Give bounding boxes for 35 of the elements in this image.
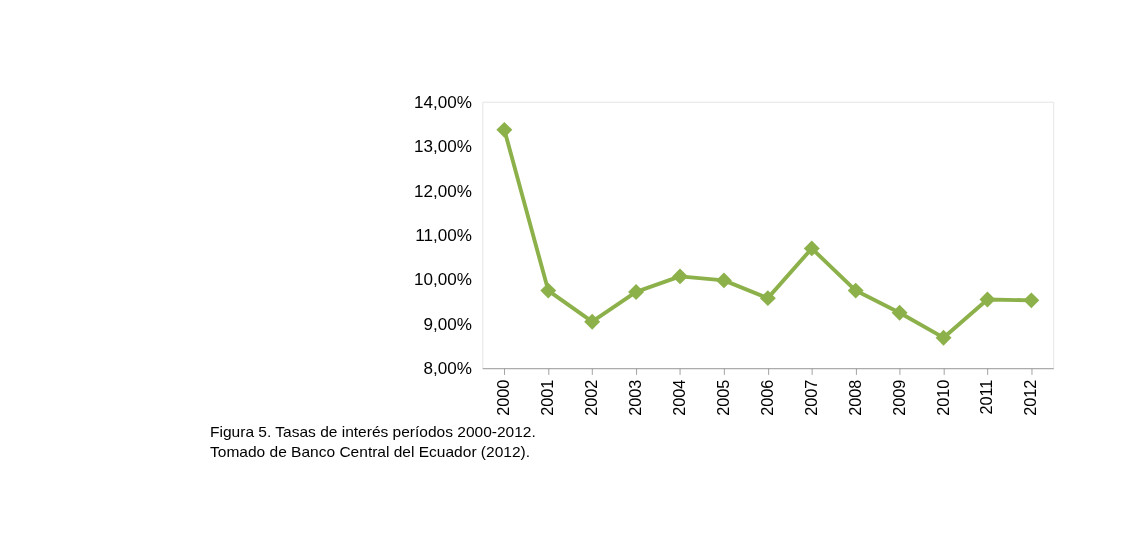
y-tick-label: 12,00%: [413, 181, 472, 201]
x-tick-label: 2010: [933, 379, 952, 416]
x-tick-label: 2012: [1021, 379, 1040, 416]
x-tick-label: 2000: [494, 379, 513, 416]
y-tick-label: 13,00%: [413, 137, 472, 157]
y-tick-label: 9,00%: [423, 314, 472, 334]
point: [979, 291, 996, 308]
x-tick-label: 2007: [801, 379, 820, 416]
text: Tomado de Banco Central del Ecuador (2012).: [210, 443, 531, 461]
x-tick-label: 2003: [626, 379, 645, 416]
point: [584, 313, 601, 330]
x-tick-label: 2005: [713, 379, 732, 416]
text: Figura 5. Tasas de interés períodos 2000-2012.: [210, 423, 536, 441]
point: [847, 282, 864, 299]
point: [935, 329, 952, 346]
x-tick-label: 2001: [538, 379, 557, 416]
point: [891, 304, 908, 321]
point: [803, 240, 820, 257]
x-tick-label: 2004: [670, 379, 689, 416]
point: [1023, 292, 1040, 309]
y-tick-label: 14,00%: [413, 92, 472, 112]
point: [496, 121, 513, 138]
y-tick-label: 8,00%: [423, 359, 472, 379]
x-tick-label: 2009: [889, 379, 908, 416]
y-tick-label: 10,00%: [413, 270, 472, 290]
x-tick-label: 2008: [845, 379, 864, 416]
y-tick-label: 11,00%: [415, 225, 472, 245]
point: [759, 290, 776, 307]
x-tick-label: 2002: [582, 379, 601, 416]
point: [628, 283, 645, 300]
point: [715, 272, 732, 289]
point: [540, 282, 557, 299]
x-tick-label: 2011: [977, 379, 996, 415]
point: [672, 268, 688, 285]
x-tick-label: 2006: [757, 379, 776, 416]
